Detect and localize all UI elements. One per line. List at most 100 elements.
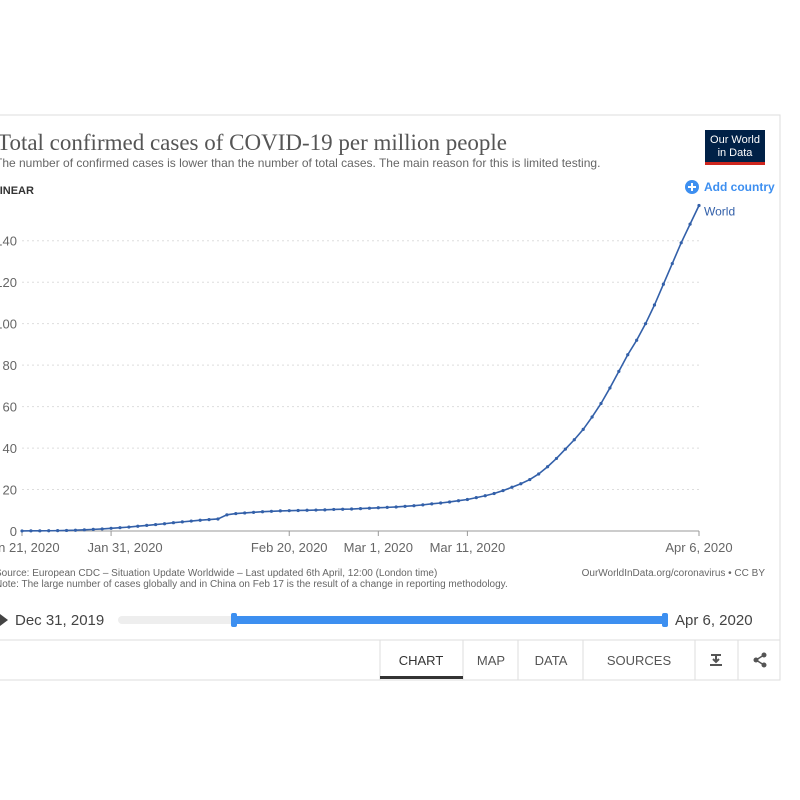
tab[interactable]: DATA — [535, 653, 568, 668]
y-tick-label: 60 — [3, 400, 17, 415]
point — [287, 509, 291, 513]
point — [323, 508, 327, 512]
point — [234, 511, 238, 516]
point — [341, 507, 345, 511]
logo-text: in Data — [718, 147, 754, 159]
point — [447, 500, 452, 504]
point — [465, 497, 469, 502]
point — [349, 507, 354, 511]
point — [38, 529, 42, 533]
point — [376, 506, 380, 510]
point — [118, 526, 122, 530]
tab[interactable]: CHART — [399, 653, 444, 668]
point — [207, 517, 211, 522]
point — [430, 502, 434, 506]
point — [492, 491, 496, 496]
note: Note: The large number of cases globally… — [0, 579, 508, 590]
point — [599, 401, 603, 406]
point — [73, 528, 78, 532]
point — [136, 524, 140, 528]
active-tab-underline — [380, 676, 463, 679]
point — [332, 507, 336, 512]
add-country[interactable]: Add country — [704, 180, 775, 194]
x-tick-label: Jan 31, 2020 — [87, 540, 162, 555]
download-icon[interactable] — [710, 654, 722, 666]
point — [252, 510, 256, 514]
timeline-handle[interactable] — [231, 613, 237, 627]
y-tick-label: 100 — [0, 317, 17, 332]
point — [439, 501, 443, 505]
y-tick-label: 20 — [3, 483, 17, 498]
point — [688, 222, 692, 226]
point — [56, 529, 60, 533]
point — [608, 386, 612, 390]
series-label: World — [704, 204, 735, 218]
tab[interactable]: MAP — [477, 653, 505, 668]
point — [162, 522, 167, 526]
logo-bar — [705, 162, 765, 165]
point — [617, 369, 621, 373]
point — [171, 521, 176, 525]
point — [626, 353, 630, 357]
point — [661, 282, 665, 286]
x-tick-label: Jan 21, 2020 — [0, 540, 60, 555]
point — [501, 488, 505, 493]
point — [278, 509, 282, 513]
logo[interactable] — [705, 130, 765, 165]
point — [554, 456, 559, 461]
y-tick-label: 40 — [3, 441, 17, 456]
timeline-range — [234, 616, 665, 624]
point — [652, 303, 657, 307]
x-tick-label: Apr 6, 2020 — [665, 540, 732, 555]
logo-text: Our World — [710, 134, 760, 146]
point — [528, 477, 532, 482]
point — [635, 338, 639, 342]
x-tick-label: Mar 1, 2020 — [344, 540, 413, 555]
scale-toggle[interactable]: LINEAR — [0, 185, 34, 197]
point — [421, 503, 425, 507]
point — [572, 438, 576, 442]
point — [670, 261, 674, 266]
point — [358, 507, 363, 511]
point — [20, 529, 24, 533]
url[interactable]: OurWorldInData.org/coronavirus • CC BY — [582, 568, 766, 579]
point — [483, 494, 487, 498]
point — [305, 508, 309, 512]
point — [100, 527, 104, 531]
y-tick-label: 140 — [0, 234, 17, 249]
timeline-start: Dec 31, 2019 — [15, 612, 104, 629]
point — [180, 520, 184, 524]
point — [64, 528, 69, 533]
point — [29, 529, 33, 533]
point — [109, 526, 113, 530]
point — [563, 447, 567, 451]
source: Source: European CDC – Situation Update … — [0, 568, 437, 579]
timeline-handle[interactable] — [662, 613, 668, 627]
y-tick-label: 120 — [0, 275, 17, 290]
y-tick-label: 0 — [10, 524, 17, 539]
point — [537, 472, 541, 476]
point — [145, 523, 149, 528]
x-tick-label: Feb 20, 2020 — [251, 540, 328, 555]
tab[interactable]: SOURCES — [607, 653, 672, 668]
point — [581, 427, 585, 432]
point — [545, 465, 550, 469]
point — [367, 506, 372, 510]
point — [412, 504, 416, 508]
share-icon[interactable] — [753, 652, 767, 668]
point — [189, 519, 193, 523]
point — [697, 203, 701, 208]
point — [198, 518, 202, 522]
point — [296, 508, 300, 513]
point — [154, 522, 158, 527]
play-button[interactable] — [0, 614, 8, 626]
point — [456, 499, 461, 503]
point — [679, 241, 683, 245]
point — [127, 525, 131, 529]
point — [269, 509, 274, 513]
subtitle: The number of confirmed cases is lower t… — [0, 156, 600, 170]
point — [474, 496, 478, 500]
point — [314, 508, 318, 512]
